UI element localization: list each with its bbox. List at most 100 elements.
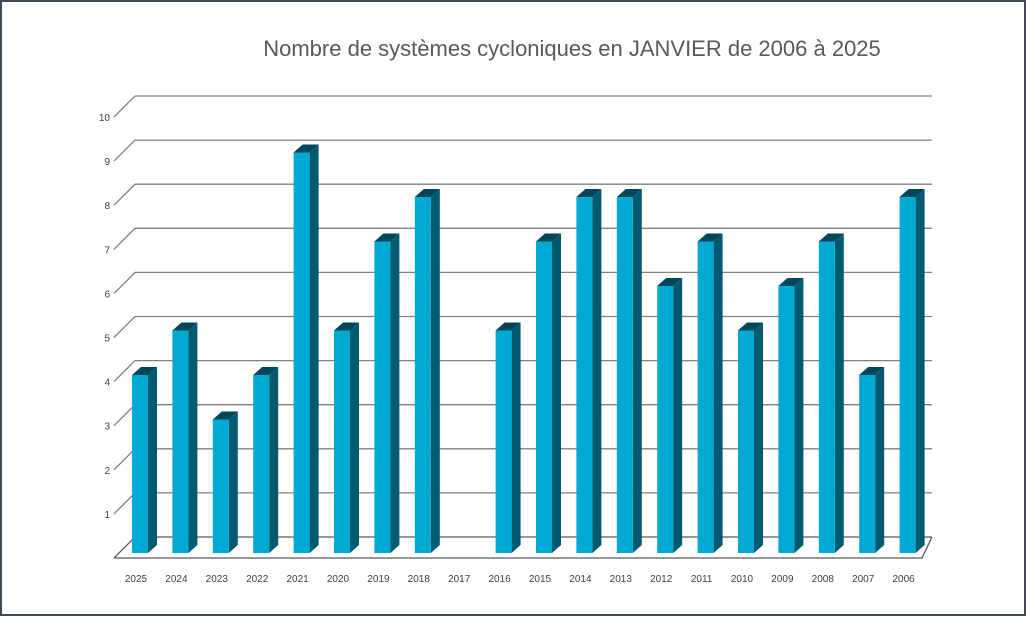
bar-2009 [778, 278, 804, 553]
bar-front [293, 152, 310, 553]
y-tick-label: 9 [104, 157, 110, 168]
x-tick-label: 2006 [892, 574, 915, 585]
bar-side [592, 189, 602, 553]
bar-side [632, 189, 642, 553]
x-tick-label: 2020 [327, 574, 350, 585]
bar-top [657, 278, 683, 286]
gridline [113, 315, 932, 338]
bar-top [778, 278, 804, 286]
bar-side [350, 322, 359, 553]
bar-side [754, 322, 763, 553]
bar-top [697, 233, 723, 242]
x-tick-label: 2012 [650, 574, 673, 585]
bar-side [673, 278, 683, 553]
bar-top [899, 189, 925, 197]
gridline [113, 95, 932, 118]
bar-top [374, 233, 400, 242]
x-tick-label: 2008 [812, 574, 835, 585]
bar-side [794, 278, 804, 553]
bar-side [915, 189, 925, 553]
bar-top [172, 322, 198, 331]
x-tick-label: 2015 [529, 574, 552, 585]
bar-side [511, 322, 521, 553]
bar-2016 [495, 322, 521, 553]
bar-2019 [374, 233, 400, 553]
x-tick-label: 2018 [408, 574, 431, 585]
bar-2014 [576, 189, 602, 553]
bar-front [334, 330, 350, 553]
y-tick-label: 10 [99, 113, 111, 124]
bar-2020 [334, 322, 359, 553]
bar-2006 [899, 189, 925, 553]
bar-front [495, 330, 512, 553]
bar-front [818, 241, 835, 553]
bar-side [430, 189, 440, 553]
bar-2022 [253, 367, 279, 553]
y-tick-label: 3 [104, 422, 110, 433]
bar-front [576, 197, 593, 553]
bar-side [875, 367, 885, 553]
bar-top [334, 322, 359, 331]
bar-top [212, 411, 238, 420]
x-tick-label: 2019 [367, 574, 390, 585]
bar-side [148, 367, 157, 553]
bar-front [212, 419, 229, 553]
x-tick-label: 2014 [569, 574, 592, 585]
y-tick-label: 5 [104, 334, 110, 345]
x-tick-label: 2013 [610, 574, 633, 585]
x-tick-label: 2007 [852, 574, 875, 585]
bar-side [834, 233, 844, 553]
bar-front [374, 241, 391, 553]
y-tick-label: 7 [104, 245, 110, 256]
x-tick-label: 2017 [448, 574, 471, 585]
bar-side [228, 411, 238, 553]
x-tick-label: 2022 [246, 574, 269, 585]
bar-side [390, 233, 400, 553]
x-tick-label: 2009 [771, 574, 794, 585]
bar-top [616, 189, 642, 197]
gridline [113, 183, 932, 206]
bar-2010 [738, 322, 763, 553]
bar-side [552, 233, 561, 553]
bar-top [132, 367, 157, 375]
bar-front [172, 330, 189, 553]
bar-top [414, 189, 440, 197]
x-tick-label: 2025 [125, 574, 148, 585]
bar-2012 [657, 278, 683, 553]
floor-edge [114, 536, 933, 559]
y-tick-label: 6 [104, 289, 110, 300]
bar-side [188, 322, 198, 553]
gridline [113, 227, 932, 250]
x-tick-label: 2024 [165, 574, 188, 585]
bar-2015 [536, 233, 561, 553]
bar-front [697, 241, 714, 553]
x-tick-label: 2023 [206, 574, 229, 585]
bar-front [657, 286, 674, 553]
x-tick-label: 2016 [488, 574, 511, 585]
bar-2007 [859, 367, 885, 553]
bar-top [818, 233, 844, 242]
bar-2024 [172, 322, 198, 553]
bar-front [414, 197, 431, 553]
bar-top [859, 367, 885, 375]
bar-side [713, 233, 723, 553]
y-tick-label: 2 [104, 466, 110, 477]
chart-title: Nombre de systèmes cycloniques en JANVIE… [263, 36, 881, 61]
bar-front [738, 330, 754, 553]
bar-top [576, 189, 602, 197]
bar-front [132, 375, 148, 553]
bar-side [309, 144, 319, 553]
bar-2023 [212, 411, 238, 553]
bar-side [269, 367, 279, 553]
gridline [113, 359, 932, 383]
bar-2013 [616, 189, 642, 553]
bar-2025 [132, 367, 157, 553]
bar-2021 [293, 144, 319, 553]
y-tick-label: 1 [104, 510, 110, 521]
bar-top [293, 144, 319, 153]
bar-front [859, 375, 876, 553]
bar-2018 [414, 189, 440, 553]
bar-front [536, 241, 552, 553]
